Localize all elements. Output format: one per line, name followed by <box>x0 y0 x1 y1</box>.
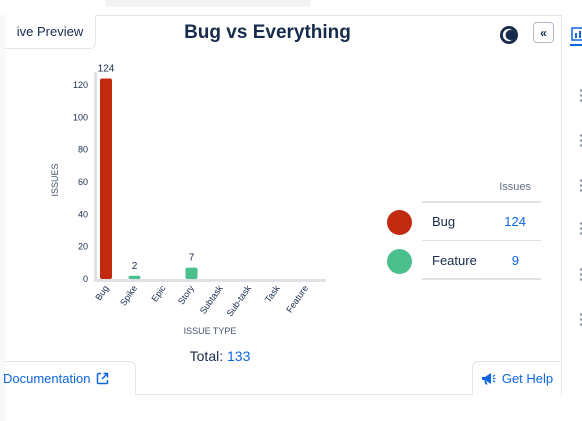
legend-bug-count[interactable]: 124 <box>504 214 526 229</box>
x-tick-label: Epic <box>149 283 168 303</box>
right-sidebar <box>562 15 582 421</box>
get-help-label: Get Help <box>501 371 554 386</box>
theme-toggle-icon <box>500 26 518 44</box>
legend-row-bug[interactable]: Bug 124 <box>422 203 541 241</box>
x-tick-label: Feature <box>284 283 310 314</box>
chart-title: Bug vs Everything <box>184 22 351 43</box>
data-label: 2 <box>132 261 138 272</box>
legend-bug-swatch <box>387 210 412 235</box>
panel-divider <box>561 15 562 395</box>
legend-row-feature[interactable]: Feature 9 <box>422 242 541 280</box>
x-tick-label: Task <box>263 283 282 304</box>
x-axis-label: ISSUE TYPE <box>184 326 237 336</box>
y-tick-label: 40 <box>78 209 88 219</box>
x-axis-line <box>94 279 326 282</box>
legend-feature-label: Feature <box>432 252 477 268</box>
y-tick-label: 20 <box>78 242 88 252</box>
documentation-label: Documentation <box>3 371 91 386</box>
bar-spike[interactable] <box>128 275 141 279</box>
bars-group: 124 2 7 <box>98 63 198 279</box>
drag-handle-icon[interactable] <box>579 178 582 192</box>
bar-chart: ISSUES 0 20 40 60 80 100 120 124 2 7 Bug Spike Epi… <box>50 63 326 336</box>
drag-handle-icon[interactable] <box>579 221 582 235</box>
get-help-button[interactable]: Get Help <box>472 361 561 395</box>
x-tick-label: Subtask <box>198 283 225 316</box>
y-axis-ticks: 0 20 40 60 80 100 120 <box>73 80 88 284</box>
y-tick-label: 60 <box>78 177 88 187</box>
x-tick-label: Bug <box>93 283 110 302</box>
y-axis-label: ISSUES <box>50 163 60 196</box>
x-tick-label: Story <box>176 283 197 306</box>
bar-story[interactable] <box>185 267 198 279</box>
top-bar-stub <box>105 0 311 7</box>
drag-handle-icon[interactable] <box>579 88 582 102</box>
x-axis-ticks: Bug Spike Epic Story Subtask Sub-task Task Feat… <box>93 283 310 318</box>
total-label: Total: <box>189 348 224 364</box>
chart-view-icon[interactable] <box>571 27 582 41</box>
chevron-double-left-icon: « <box>540 25 547 40</box>
total-value[interactable]: 133 <box>227 348 251 364</box>
drag-handle-icon[interactable] <box>579 267 582 281</box>
tab-live-preview[interactable]: ive Preview <box>5 15 96 49</box>
megaphone-icon <box>481 373 496 385</box>
bar-bug[interactable] <box>100 78 112 279</box>
x-tick-label: Spike <box>118 283 139 307</box>
legend-bug-label: Bug <box>432 214 456 229</box>
y-tick-label: 0 <box>83 274 88 284</box>
left-edge <box>0 15 5 421</box>
data-label: 7 <box>189 253 195 264</box>
total-summary: Total: 133 <box>140 348 300 364</box>
legend-feature-swatch <box>387 249 412 274</box>
drag-handle-icon[interactable] <box>579 133 582 147</box>
legend-feature-count[interactable]: 9 <box>511 252 519 268</box>
x-tick-label: Sub-task <box>225 283 254 318</box>
y-tick-label: 120 <box>73 80 88 90</box>
y-axis-line <box>94 72 97 282</box>
chart-view-active-indicator <box>570 44 582 46</box>
y-tick-label: 100 <box>73 112 88 122</box>
drag-handle-icon[interactable] <box>579 312 582 326</box>
y-tick-label: 80 <box>78 145 88 155</box>
collapse-button[interactable]: « <box>533 22 554 43</box>
data-label: 124 <box>98 63 115 74</box>
documentation-link[interactable]: Documentation <box>3 361 136 395</box>
tab-live-preview-label: ive Preview <box>16 24 84 39</box>
external-link-icon <box>97 372 109 385</box>
theme-toggle-button[interactable] <box>498 24 520 46</box>
report-panel <box>5 15 562 395</box>
legend-header: Issues <box>422 179 541 203</box>
